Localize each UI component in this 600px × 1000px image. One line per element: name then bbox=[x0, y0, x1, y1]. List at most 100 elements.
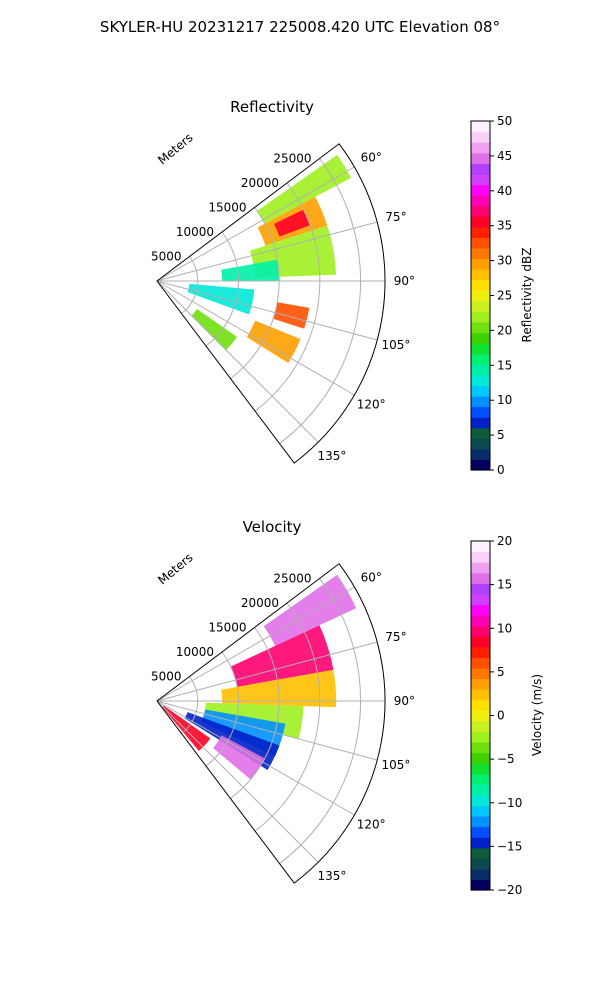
azimuth-spoke bbox=[156, 700, 378, 761]
colorbar-swatch bbox=[471, 593, 490, 606]
colorbar-tick-label: 45 bbox=[497, 149, 512, 163]
colorbar-swatch bbox=[471, 184, 490, 196]
azimuth-tick-label: 135° bbox=[317, 869, 346, 883]
colorbar-swatch bbox=[471, 868, 490, 881]
colorbar-swatch bbox=[471, 837, 490, 849]
colorbar-swatch bbox=[471, 343, 490, 355]
radial-tick-label: 25000 bbox=[273, 151, 311, 165]
colorbar-swatch bbox=[471, 657, 490, 669]
azimuth-spoke bbox=[156, 700, 319, 863]
radial-tick-label: 5000 bbox=[151, 669, 182, 683]
radial-tick-label: 5000 bbox=[151, 249, 182, 263]
colorbar-swatch bbox=[471, 205, 490, 217]
colorbar-tick-label: 5 bbox=[497, 428, 505, 442]
colorbar-swatch bbox=[471, 541, 490, 553]
colorbar-swatch bbox=[471, 290, 490, 302]
colorbar-swatch bbox=[471, 572, 490, 584]
azimuth-spoke bbox=[156, 280, 319, 443]
colorbar-swatch bbox=[471, 847, 490, 859]
colorbar-swatch bbox=[471, 152, 490, 164]
colorbar-tick-label: −15 bbox=[497, 839, 522, 853]
radial-tick-label: 25000 bbox=[273, 571, 311, 585]
radial-tick-label: 10000 bbox=[176, 225, 214, 239]
radar-cell bbox=[221, 259, 280, 281]
colorbar-swatch bbox=[471, 784, 490, 796]
azimuth-tick-label: 120° bbox=[357, 818, 386, 832]
azimuth-tick-label: 60° bbox=[361, 150, 382, 164]
colorbar-swatch bbox=[471, 237, 490, 249]
colorbar-swatch bbox=[471, 321, 490, 334]
colorbar-swatch bbox=[471, 583, 490, 595]
colorbar-tick-label: 30 bbox=[497, 254, 512, 268]
range-ring bbox=[279, 578, 362, 864]
azimuth-tick-label: 90° bbox=[394, 274, 415, 288]
radial-tick-label: 15000 bbox=[208, 200, 246, 214]
figure-title: SKYLER-HU 20231217 225008.420 UTC Elevat… bbox=[100, 18, 500, 36]
radial-tick-label: 15000 bbox=[208, 620, 246, 634]
reflectivity-panel: Reflectivity 5000 10000 15000 20000 25000 60°… bbox=[151, 98, 534, 477]
sector-frame bbox=[156, 143, 386, 464]
radar-cell bbox=[246, 320, 301, 363]
colorbar-tick-label: −20 bbox=[497, 883, 522, 897]
colorbar-swatch bbox=[471, 448, 490, 461]
colorbar-swatch bbox=[471, 269, 490, 281]
colorbar-swatch bbox=[471, 879, 490, 891]
colorbar-tick-label: 0 bbox=[497, 463, 505, 477]
radial-tick-label: 10000 bbox=[176, 645, 214, 659]
radar-cell bbox=[213, 735, 265, 780]
azimuth-tick-label: 60° bbox=[361, 570, 382, 584]
range-ring bbox=[230, 627, 280, 799]
colorbar-swatch bbox=[471, 826, 490, 838]
azimuth-spoke bbox=[156, 641, 378, 702]
range-ring bbox=[181, 256, 199, 314]
colorbar-tick-label: 10 bbox=[497, 621, 512, 635]
colorbar-swatch bbox=[471, 131, 490, 143]
azimuth-tick-label: 75° bbox=[385, 630, 406, 644]
azimuth-tick-label: 105° bbox=[381, 338, 410, 352]
colorbar-swatch bbox=[471, 741, 490, 754]
azimuth-tick-label: 75° bbox=[385, 210, 406, 224]
azimuth-spoke bbox=[156, 221, 378, 282]
colorbar-swatch bbox=[471, 689, 490, 701]
colorbar-swatch bbox=[471, 427, 490, 439]
colorbar-swatch bbox=[471, 773, 490, 785]
velocity-sector: 5000 10000 15000 20000 25000 60° 75° 90° 105° 120… bbox=[151, 563, 415, 884]
range-ring bbox=[181, 676, 199, 734]
colorbar-tick-label: −5 bbox=[497, 752, 515, 766]
colorbar-swatch bbox=[471, 699, 490, 711]
colorbar-swatch bbox=[471, 615, 490, 627]
colorbar-swatch bbox=[471, 173, 490, 186]
range-ring bbox=[205, 651, 239, 767]
radar-cell bbox=[263, 574, 357, 646]
colorbar-swatch bbox=[471, 625, 490, 637]
radar-cell bbox=[273, 302, 310, 329]
colorbar-swatch bbox=[471, 459, 490, 471]
reflectivity-sector: 5000 10000 15000 20000 25000 60° 75° 90° 105° 120… bbox=[151, 143, 415, 464]
colorbar-swatch bbox=[471, 731, 490, 743]
azimuth-spoke bbox=[156, 280, 355, 396]
azimuth-spoke bbox=[156, 700, 355, 816]
azimuth-spoke bbox=[156, 280, 378, 341]
colorbar-swatch bbox=[471, 300, 490, 312]
colorbar-tick-label: 15 bbox=[497, 578, 512, 592]
colorbar-swatch bbox=[471, 438, 490, 450]
colorbar-swatch bbox=[471, 279, 490, 291]
velocity-colorbar-label: Velocity (m/s) bbox=[530, 674, 544, 756]
colorbar-swatch bbox=[471, 374, 490, 386]
colorbar-swatch bbox=[471, 805, 490, 817]
azimuth-tick-label: 120° bbox=[357, 398, 386, 412]
colorbar-tick-label: 40 bbox=[497, 184, 512, 198]
colorbar-tick-label: 20 bbox=[497, 534, 512, 548]
azimuth-spoke bbox=[156, 586, 355, 702]
velocity-panel: Velocity 5000 10000 15000 20000 25000 60° 75° 9… bbox=[151, 518, 544, 897]
azimuth-tick-label: 135° bbox=[317, 449, 346, 463]
colorbar-swatch bbox=[471, 406, 490, 418]
colorbar-swatch bbox=[471, 311, 490, 323]
velocity-title: Velocity bbox=[243, 518, 302, 536]
colorbar-swatch bbox=[471, 226, 490, 238]
colorbar-swatch bbox=[471, 794, 490, 806]
radar-cell bbox=[191, 309, 238, 351]
colorbar-swatch bbox=[471, 604, 490, 616]
colorbar-swatch bbox=[471, 195, 490, 207]
